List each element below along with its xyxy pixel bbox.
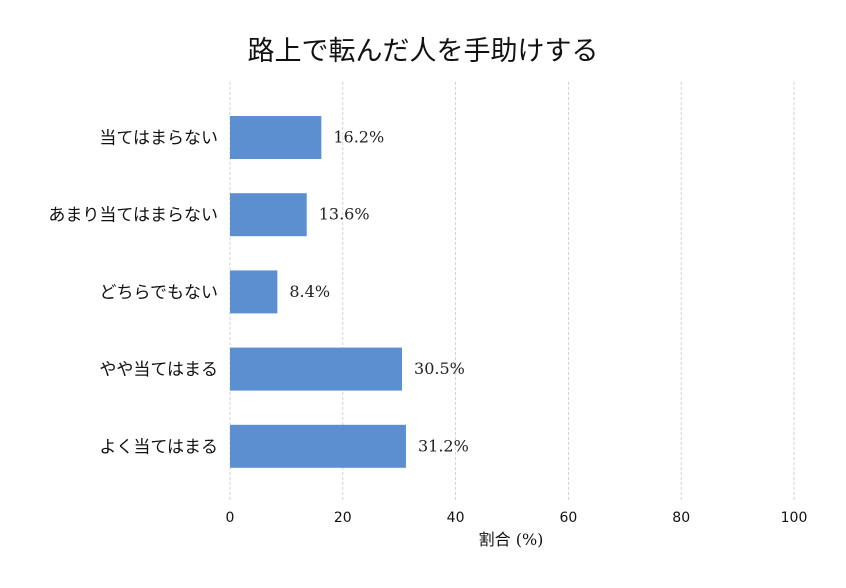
category-label-1: あまり当てはまらない [48, 206, 218, 226]
bar-3 [230, 347, 403, 391]
bar-2 [230, 270, 278, 314]
chart-title: 路上で転んだ人を手助けする [248, 36, 599, 67]
bar-0 [230, 116, 322, 159]
x-tick-label-80: 80 [672, 510, 690, 526]
value-labels: 16.2% 13.6% 8.4% 30.5% 31.2% [289, 128, 468, 456]
x-axis-title: 割合 (%) [479, 530, 544, 549]
x-tick-label-60: 60 [559, 510, 577, 526]
bar-4 [230, 424, 406, 468]
category-label-0: 当てはまらない [99, 129, 218, 149]
bar-1 [230, 193, 307, 237]
value-label-3: 30.5% [414, 359, 465, 378]
value-label-0: 16.2% [333, 128, 384, 147]
value-label-1: 13.6% [319, 205, 370, 224]
value-label-2: 8.4% [289, 282, 330, 301]
category-label-3: やや当てはまる [99, 360, 218, 380]
value-label-4: 31.2% [418, 436, 469, 455]
category-label-4: よく当てはまる [99, 437, 218, 457]
category-label-2: どちらでもない [100, 283, 219, 303]
x-tick-label-0: 0 [226, 510, 235, 526]
x-tick-label-40: 40 [447, 510, 465, 526]
x-tick-labels: 0 20 40 60 80 100 [226, 510, 808, 526]
x-tick-label-100: 100 [781, 510, 808, 526]
bars [230, 116, 406, 468]
x-tick-label-20: 20 [334, 510, 352, 526]
